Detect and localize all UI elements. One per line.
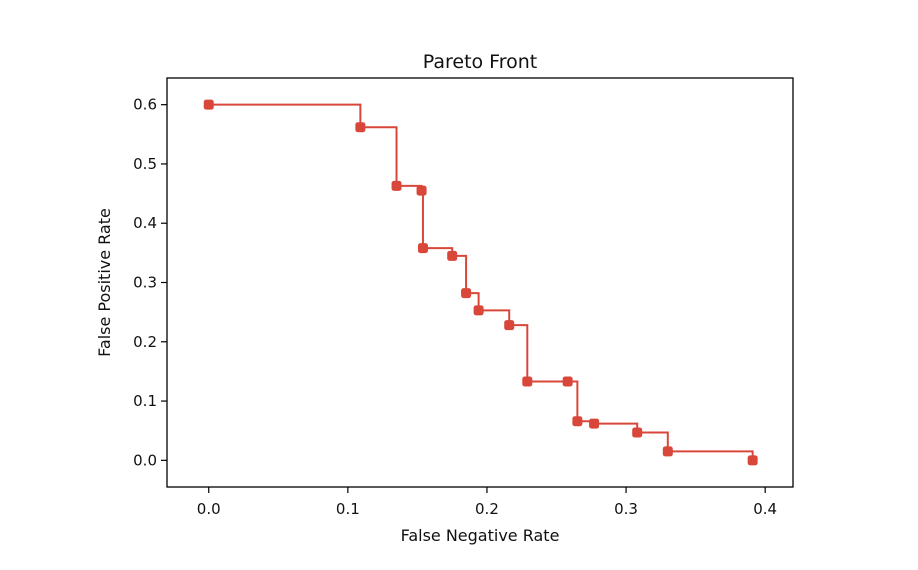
y-tick-label: 0.2 bbox=[133, 333, 157, 351]
data-point-marker bbox=[504, 320, 515, 331]
data-point-marker bbox=[461, 288, 472, 299]
y-tick-label: 0.0 bbox=[133, 451, 157, 469]
data-point-marker bbox=[747, 455, 758, 466]
x-axis-label: False Negative Rate bbox=[401, 526, 560, 545]
y-tick-label: 0.5 bbox=[133, 155, 157, 173]
x-tick-label: 0.1 bbox=[336, 500, 360, 518]
plot-area bbox=[203, 99, 758, 466]
data-point-marker bbox=[391, 180, 402, 191]
data-point-marker bbox=[447, 250, 458, 261]
data-point-marker bbox=[632, 427, 643, 438]
y-tick-label: 0.1 bbox=[133, 392, 157, 410]
y-tick-label: 0.6 bbox=[133, 96, 157, 114]
x-tick-label: 0.4 bbox=[753, 500, 777, 518]
data-points bbox=[203, 99, 758, 466]
x-axis-ticks: 0.0 0.1 0.2 0.3 0.4 bbox=[197, 487, 777, 518]
x-tick-label: 0.3 bbox=[614, 500, 638, 518]
data-point-marker bbox=[562, 376, 573, 387]
data-point-marker bbox=[355, 122, 366, 133]
data-point-marker bbox=[522, 376, 533, 387]
data-point-marker bbox=[473, 305, 484, 316]
data-point-marker bbox=[662, 446, 673, 457]
data-point-marker bbox=[417, 243, 428, 254]
plot-frame bbox=[166, 77, 794, 488]
chart-title: Pareto Front bbox=[423, 51, 538, 73]
data-point-marker bbox=[572, 416, 583, 427]
x-tick-label: 0.0 bbox=[197, 500, 221, 518]
y-tick-label: 0.4 bbox=[133, 214, 157, 232]
data-point-marker bbox=[416, 185, 427, 196]
y-axis-ticks: 0.0 0.1 0.2 0.3 0.4 0.5 0.6 bbox=[133, 96, 167, 469]
y-tick-label: 0.3 bbox=[133, 274, 157, 292]
x-tick-label: 0.2 bbox=[475, 500, 499, 518]
data-point-marker bbox=[589, 418, 600, 429]
data-point-marker bbox=[203, 99, 214, 110]
y-axis-label: False Positive Rate bbox=[95, 208, 114, 357]
pareto-step-line bbox=[208, 103, 754, 461]
